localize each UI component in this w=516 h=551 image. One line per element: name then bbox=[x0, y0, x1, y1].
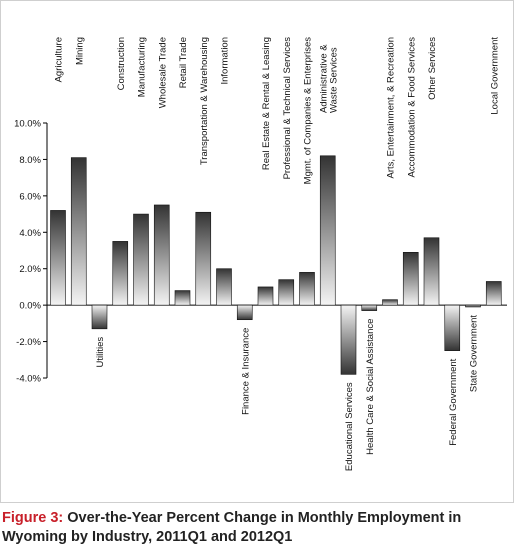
bar bbox=[423, 237, 440, 306]
bar bbox=[444, 304, 461, 351]
category-label: Arts, Entertainment, & Recreation bbox=[386, 37, 397, 179]
bar bbox=[257, 286, 274, 306]
chart-frame: 10.0% 8.0% 6.0% 4.0% 2.0% 0.0% -2.0% -4.0% Agri… bbox=[0, 0, 514, 503]
bar bbox=[299, 272, 315, 306]
bar bbox=[195, 211, 212, 306]
category-label: Health Care & Social Assistance bbox=[365, 319, 376, 455]
category-label: Accommodation & Food Services bbox=[406, 37, 417, 178]
bar bbox=[216, 268, 232, 306]
category-label: Information bbox=[220, 37, 231, 85]
bar bbox=[361, 304, 378, 311]
category-label: Construction bbox=[116, 37, 127, 90]
bar bbox=[91, 304, 108, 330]
bar bbox=[340, 304, 357, 375]
category-label-layer: Agriculture Mining Utilities Construction Ma… bbox=[54, 37, 501, 471]
category-label: Professional & Technical Services bbox=[282, 37, 293, 180]
category-label: Real Estate & Rental & Leasing bbox=[261, 37, 272, 170]
bar-chart: 10.0% 8.0% 6.0% 4.0% 2.0% 0.0% -2.0% -4.0% Agri… bbox=[14, 37, 507, 471]
y-tick-label: 0.0% bbox=[19, 301, 41, 312]
bar bbox=[50, 210, 66, 306]
figure-label: Figure 3: bbox=[2, 510, 64, 526]
category-label: Educational Services bbox=[344, 382, 355, 471]
bar bbox=[133, 213, 149, 306]
category-label: Administrative &Waste Services bbox=[318, 44, 339, 113]
category-label: Mining bbox=[74, 37, 85, 65]
category-label: Retail Trade bbox=[178, 37, 189, 88]
figure-caption: Figure 3: Over-the-Year Percent Change i… bbox=[2, 509, 514, 547]
bar bbox=[236, 304, 253, 321]
y-tick-label: -4.0% bbox=[16, 374, 41, 385]
figure-title: Over-the-Year Percent Change in Monthly … bbox=[2, 510, 462, 545]
y-tick-label: 2.0% bbox=[19, 264, 41, 275]
category-label: Manufacturing bbox=[137, 37, 148, 97]
y-tick-label: 4.0% bbox=[19, 228, 41, 239]
category-label: Transportation & Warehousing bbox=[199, 37, 210, 165]
y-tick-label: 6.0% bbox=[19, 191, 41, 202]
category-label: Agriculture bbox=[54, 37, 65, 82]
bar bbox=[485, 281, 502, 306]
bar bbox=[402, 252, 419, 306]
bar bbox=[174, 290, 191, 306]
category-label: Mgmt. of Companies & Enterprises bbox=[303, 37, 314, 185]
category-label: Utilities bbox=[95, 337, 106, 368]
bar bbox=[382, 299, 398, 306]
bar bbox=[70, 157, 87, 306]
category-label: Finance & Insurance bbox=[240, 328, 251, 415]
bar bbox=[112, 241, 129, 306]
category-label: State Government bbox=[469, 315, 480, 392]
y-tick-label: 10.0% bbox=[14, 119, 41, 130]
bar bbox=[153, 204, 170, 306]
bar bbox=[278, 279, 295, 306]
bar-layer bbox=[50, 155, 502, 375]
category-label: Wholesale Trade bbox=[157, 37, 168, 108]
y-tick-label: -2.0% bbox=[16, 337, 41, 348]
bar bbox=[319, 155, 336, 306]
bar bbox=[465, 304, 481, 308]
category-label: Local Government bbox=[489, 37, 500, 115]
category-label: Federal Government bbox=[448, 358, 459, 445]
y-tick-label: 8.0% bbox=[19, 155, 41, 166]
category-label: Other Services bbox=[427, 37, 438, 100]
